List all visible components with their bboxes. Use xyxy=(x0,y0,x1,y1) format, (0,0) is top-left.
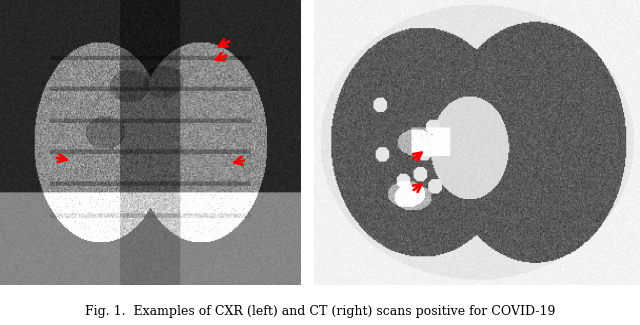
Text: Fig. 1.  Examples of CXR (left) and CT (right) scans positive for COVID-19: Fig. 1. Examples of CXR (left) and CT (r… xyxy=(85,306,555,318)
